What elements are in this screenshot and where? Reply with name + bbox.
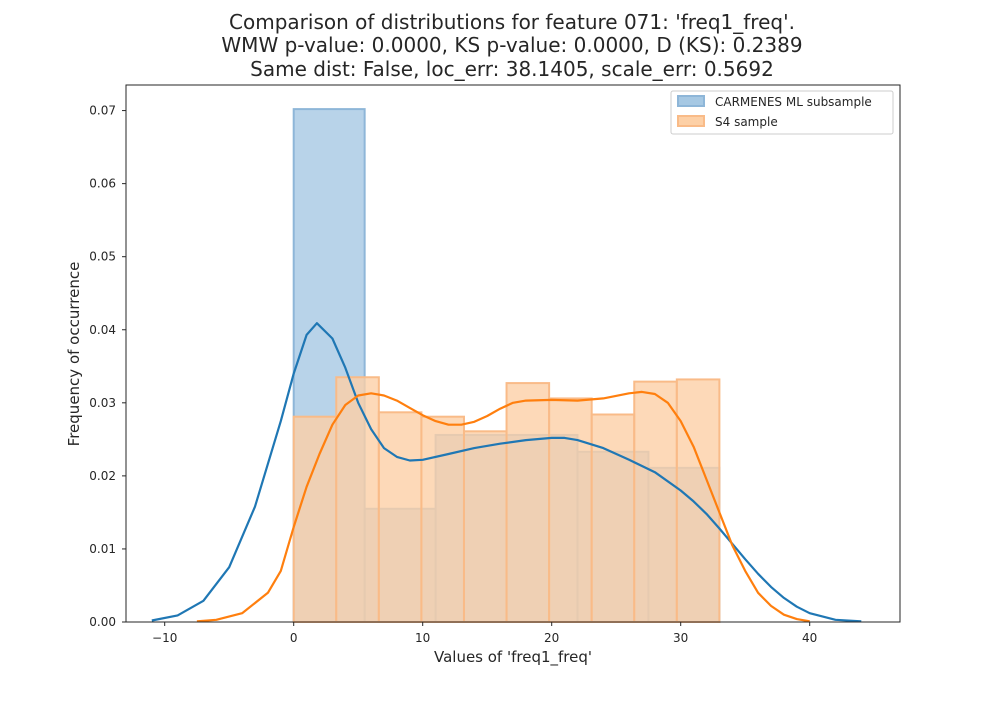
legend-label-s4: S4 sample <box>715 115 778 129</box>
title-line-3: Same dist: False, loc_err: 38.1405, scal… <box>250 57 774 81</box>
hist-bar <box>420 415 465 624</box>
y-axis-label: Frequency of occurrence <box>65 262 83 447</box>
x-tick-label: 0 <box>290 631 298 645</box>
hist-bar <box>377 411 423 624</box>
hist-s4 <box>292 376 721 624</box>
y-tick-label: 0.05 <box>89 250 116 264</box>
legend-label-carmenes: CARMENES ML subsample <box>715 95 872 109</box>
legend: CARMENES ML subsample S4 sample <box>670 90 894 135</box>
chart-title: Comparison of distributions for feature … <box>221 10 802 81</box>
title-line-2: WMW p-value: 0.0000, KS p-value: 0.0000,… <box>221 33 802 57</box>
hist-bar <box>505 382 551 623</box>
hist-bar <box>548 397 593 623</box>
hist-bar <box>633 380 678 623</box>
kde-line-s4 <box>196 390 810 623</box>
x-tick-label: 30 <box>673 631 688 645</box>
x-axis-label: Values of 'freq1_freq' <box>434 648 592 667</box>
y-tick-label: 0.03 <box>89 396 116 410</box>
x-tick-label: 20 <box>544 631 559 645</box>
y-tick-label: 0.02 <box>89 469 116 483</box>
y-tick-label: 0.00 <box>89 615 116 629</box>
y-axis: 0.00 0.01 0.02 0.03 0.04 0.05 0.06 0.07 <box>89 104 126 629</box>
legend-swatch-s4 <box>677 115 705 127</box>
y-tick-label: 0.01 <box>89 542 116 556</box>
hist-bar <box>335 376 380 623</box>
x-axis: −10 0 10 20 30 40 <box>152 622 817 645</box>
hist-bar <box>675 378 721 623</box>
hist-bar <box>462 430 508 623</box>
x-tick-label: 10 <box>415 631 430 645</box>
y-tick-label: 0.04 <box>89 323 116 337</box>
x-tick-label: 40 <box>802 631 817 645</box>
x-tick-label: −10 <box>152 631 177 645</box>
y-tick-label: 0.07 <box>89 104 116 118</box>
legend-swatch-carmenes <box>677 95 705 107</box>
hist-bar <box>292 415 338 624</box>
y-tick-label: 0.06 <box>89 177 116 191</box>
plot-frame <box>125 84 901 623</box>
plot-area <box>151 108 862 624</box>
kde-line-carmenes <box>151 322 862 623</box>
title-line-1: Comparison of distributions for feature … <box>229 10 795 34</box>
legend-box <box>670 90 894 135</box>
